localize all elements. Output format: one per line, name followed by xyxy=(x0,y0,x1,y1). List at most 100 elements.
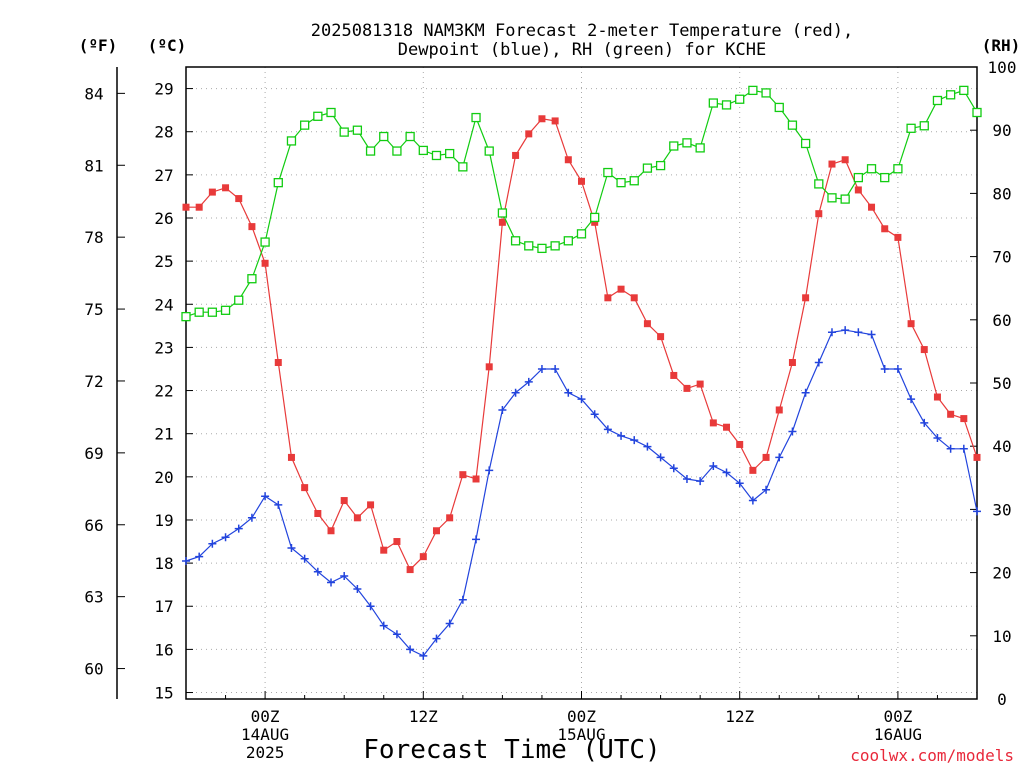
celsius-tick-label: 15 xyxy=(154,684,173,703)
data-point xyxy=(207,307,218,317)
x-tick-label: 12Z xyxy=(725,707,754,726)
data-point xyxy=(234,524,243,533)
grid-lines xyxy=(186,67,977,699)
data-point xyxy=(973,507,981,516)
data-point xyxy=(367,501,375,509)
data-point xyxy=(616,178,626,188)
data-point xyxy=(775,453,784,462)
data-point xyxy=(946,444,955,453)
data-point xyxy=(405,131,415,142)
credit-text: coolwx.com/models xyxy=(850,746,1014,765)
data-point xyxy=(827,193,837,203)
fahrenheit-tick-label: 66 xyxy=(84,516,103,535)
data-point xyxy=(432,527,440,535)
celsius-tick-label: 21 xyxy=(154,425,173,444)
data-point xyxy=(485,466,494,475)
celsius-tick-label: 17 xyxy=(154,597,173,616)
data-point xyxy=(973,453,981,461)
data-point xyxy=(222,184,230,192)
data-point xyxy=(695,143,705,153)
data-point xyxy=(815,210,823,218)
data-point xyxy=(313,111,323,121)
data-point xyxy=(907,395,916,404)
data-point xyxy=(208,188,216,196)
celsius-tick-label: 23 xyxy=(154,338,173,357)
data-point xyxy=(669,464,678,473)
data-point xyxy=(603,167,613,178)
data-point xyxy=(854,186,862,194)
data-point xyxy=(273,178,283,188)
data-point xyxy=(497,208,508,218)
data-point xyxy=(682,474,691,483)
data-point xyxy=(326,107,336,118)
tick-labels: 15 16 17 18 19 20 21 22 23 24 25 26 27 28 29 60 63 66 69 72… xyxy=(84,58,1016,762)
data-point xyxy=(590,212,600,223)
data-point xyxy=(551,364,560,373)
data-point xyxy=(643,442,652,451)
data-point xyxy=(761,88,771,98)
data-point xyxy=(459,471,467,479)
chart-title-line2: Dewpoint (blue), RH (green) for KCHE xyxy=(398,40,766,60)
data-point xyxy=(959,444,968,453)
data-point xyxy=(576,229,587,239)
data-point xyxy=(379,131,389,142)
data-point xyxy=(484,146,494,156)
x-tick-label: 12Z xyxy=(409,707,438,726)
data-point xyxy=(630,294,638,302)
data-point xyxy=(709,462,718,471)
data-point xyxy=(431,150,442,161)
rh-tick-label: 10 xyxy=(992,627,1011,646)
data-point xyxy=(418,145,428,156)
axes xyxy=(116,66,978,700)
data-point xyxy=(590,410,599,419)
data-point xyxy=(300,554,309,563)
data-point xyxy=(947,410,955,418)
data-point xyxy=(959,85,969,96)
data-point xyxy=(577,395,586,404)
data-point xyxy=(854,328,863,337)
data-point xyxy=(458,162,468,172)
data-point xyxy=(800,138,811,149)
x-tick-label: 00Z xyxy=(251,707,280,726)
rh-tick-label: 100 xyxy=(988,58,1017,77)
data-point xyxy=(339,127,349,137)
celsius-axis-header: (ºC) xyxy=(148,36,187,55)
celsius-tick-label: 18 xyxy=(154,554,173,573)
data-point xyxy=(235,195,243,203)
fahrenheit-tick-label: 60 xyxy=(84,660,103,679)
fahrenheit-tick-label: 81 xyxy=(84,156,103,175)
data-point xyxy=(181,311,191,322)
data-point xyxy=(893,164,903,174)
data-point xyxy=(340,572,349,581)
data-point xyxy=(510,236,521,246)
data-point xyxy=(735,479,744,488)
data-point xyxy=(920,346,928,354)
data-point xyxy=(906,123,916,133)
data-point xyxy=(736,440,744,448)
rh-tick-label: 90 xyxy=(992,121,1011,140)
x-tick-label: 00Z xyxy=(883,707,912,726)
data-point xyxy=(261,492,270,501)
data-point xyxy=(327,578,336,587)
data-point xyxy=(445,148,455,159)
fahrenheit-tick-label: 63 xyxy=(84,588,103,607)
data-point xyxy=(393,538,401,546)
data-point xyxy=(314,509,322,517)
chart-title-line1: 2025081318 NAM3KM Forecast 2-meter Tempe… xyxy=(311,21,853,41)
data-point xyxy=(972,107,982,118)
fahrenheit-tick-label: 84 xyxy=(84,84,103,103)
data-point xyxy=(868,203,876,211)
data-point xyxy=(182,556,190,565)
data-point xyxy=(880,172,890,183)
rh-tick-label: 70 xyxy=(992,248,1011,267)
data-point xyxy=(234,295,244,305)
data-point xyxy=(683,384,691,392)
data-point xyxy=(524,241,534,251)
data-point xyxy=(841,156,849,164)
data-point xyxy=(762,453,770,461)
data-point xyxy=(907,320,915,328)
data-point xyxy=(208,539,217,548)
rh-tick-label: 80 xyxy=(992,184,1011,203)
data-point xyxy=(867,330,876,339)
data-point xyxy=(629,176,639,186)
